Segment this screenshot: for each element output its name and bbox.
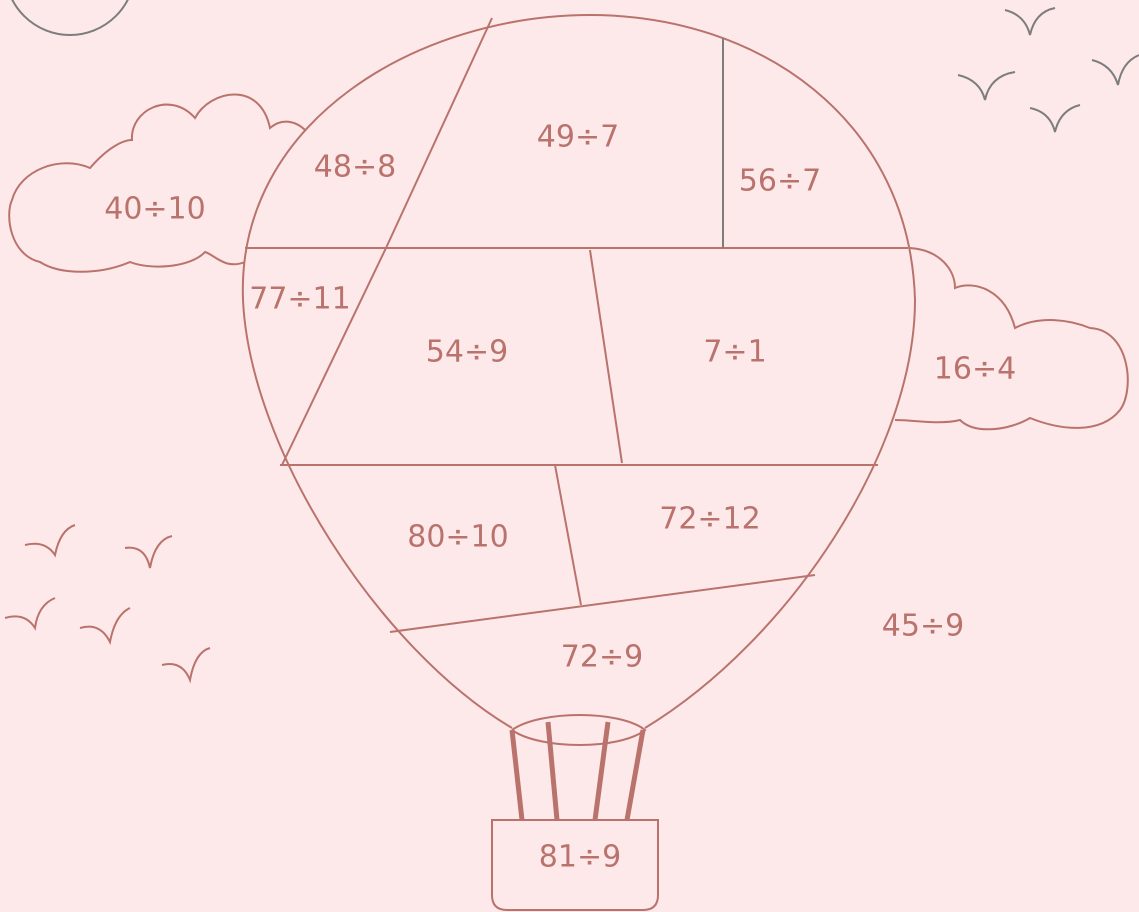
problem-label: 49÷7 xyxy=(537,120,619,155)
problem-label: 7÷1 xyxy=(703,335,766,370)
problem-label: 56÷7 xyxy=(739,164,821,199)
worksheet: 48÷8 49÷7 56÷7 40÷10 77÷11 54÷9 7÷1 16÷4… xyxy=(0,0,1139,912)
problem-label: 80÷10 xyxy=(407,520,508,555)
problem-label: 72÷9 xyxy=(561,640,643,675)
problem-label: 45÷9 xyxy=(882,609,964,644)
problem-label: 77÷11 xyxy=(249,282,350,317)
problem-label: 72÷12 xyxy=(659,502,760,537)
problem-label: 48÷8 xyxy=(314,150,396,185)
problem-label: 16÷4 xyxy=(934,352,1016,387)
problem-label: 40÷10 xyxy=(104,192,205,227)
problem-label: 81÷9 xyxy=(539,840,621,875)
problem-label: 54÷9 xyxy=(426,335,508,370)
page: 48÷8 49÷7 56÷7 40÷10 77÷11 54÷9 7÷1 16÷4… xyxy=(0,0,1139,912)
